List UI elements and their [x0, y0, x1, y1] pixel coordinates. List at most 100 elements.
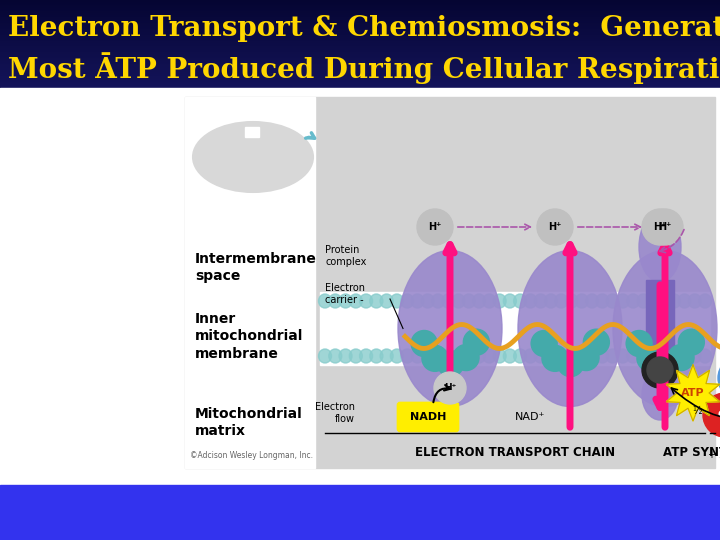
Text: Most ĀTP Produced During Cellular Respiration: Most ĀTP Produced During Cellular Respir…: [8, 52, 720, 84]
Ellipse shape: [329, 349, 342, 363]
Ellipse shape: [370, 349, 383, 363]
Text: Electron
carrier -: Electron carrier -: [325, 283, 365, 305]
Text: NAD⁺: NAD⁺: [515, 412, 545, 422]
Text: Protein
complex: Protein complex: [325, 245, 366, 267]
Circle shape: [531, 330, 557, 356]
Circle shape: [542, 346, 568, 372]
Circle shape: [626, 330, 652, 356]
Ellipse shape: [431, 294, 444, 308]
Ellipse shape: [637, 294, 650, 308]
Ellipse shape: [359, 349, 372, 363]
Circle shape: [417, 209, 453, 245]
Ellipse shape: [534, 349, 547, 363]
Ellipse shape: [493, 349, 506, 363]
Ellipse shape: [339, 294, 352, 308]
Ellipse shape: [411, 349, 424, 363]
Text: ATP SYNTHASE: ATP SYNTHASE: [662, 447, 720, 460]
Text: Mitochondrial
matrix: Mitochondrial matrix: [195, 407, 302, 438]
Ellipse shape: [657, 294, 670, 308]
Text: O₂: O₂: [718, 410, 720, 420]
Circle shape: [573, 345, 599, 370]
Ellipse shape: [349, 349, 362, 363]
Ellipse shape: [483, 294, 496, 308]
Circle shape: [642, 209, 678, 245]
Ellipse shape: [452, 349, 465, 363]
Ellipse shape: [534, 294, 547, 308]
Ellipse shape: [318, 294, 331, 308]
Circle shape: [411, 330, 437, 356]
Bar: [185, 97, 715, 468]
Circle shape: [583, 329, 609, 355]
Ellipse shape: [554, 349, 567, 363]
Circle shape: [438, 350, 464, 376]
Text: ATP: ATP: [681, 388, 705, 398]
Text: ELECTRON TRANSPORT CHAIN: ELECTRON TRANSPORT CHAIN: [415, 447, 615, 460]
Circle shape: [668, 345, 694, 370]
Text: Intermembrane
space: Intermembrane space: [195, 252, 317, 284]
Ellipse shape: [370, 294, 383, 308]
Ellipse shape: [513, 349, 526, 363]
Ellipse shape: [688, 349, 701, 363]
FancyBboxPatch shape: [397, 402, 459, 432]
Ellipse shape: [400, 349, 414, 363]
Ellipse shape: [398, 251, 502, 407]
Ellipse shape: [431, 349, 444, 363]
Text: H⁺: H⁺: [653, 222, 667, 232]
Ellipse shape: [585, 294, 598, 308]
Ellipse shape: [442, 294, 455, 308]
Ellipse shape: [585, 349, 598, 363]
Ellipse shape: [411, 294, 424, 308]
Ellipse shape: [678, 349, 691, 363]
Ellipse shape: [606, 349, 619, 363]
Ellipse shape: [657, 349, 670, 363]
Text: H⁺: H⁺: [428, 222, 441, 232]
Circle shape: [637, 346, 663, 372]
Bar: [320, 292, 710, 365]
Ellipse shape: [421, 349, 434, 363]
Ellipse shape: [626, 294, 639, 308]
Ellipse shape: [472, 294, 485, 308]
Ellipse shape: [390, 349, 403, 363]
Circle shape: [422, 346, 448, 372]
Circle shape: [678, 329, 704, 355]
Ellipse shape: [698, 349, 711, 363]
Ellipse shape: [544, 294, 557, 308]
Ellipse shape: [595, 349, 609, 363]
Ellipse shape: [554, 294, 567, 308]
Bar: [646, 280, 674, 365]
Text: + 2 H⁺: + 2 H⁺: [708, 450, 720, 460]
Text: Inner
mitochondrial
membrane: Inner mitochondrial membrane: [195, 312, 303, 361]
Ellipse shape: [193, 122, 313, 192]
Ellipse shape: [575, 294, 588, 308]
Circle shape: [537, 209, 573, 245]
Ellipse shape: [503, 294, 516, 308]
Ellipse shape: [647, 294, 660, 308]
Circle shape: [652, 350, 678, 376]
Text: ½: ½: [692, 406, 702, 416]
Circle shape: [434, 372, 466, 404]
Ellipse shape: [483, 349, 496, 363]
Ellipse shape: [647, 349, 660, 363]
Circle shape: [642, 352, 678, 388]
Circle shape: [464, 329, 490, 355]
Bar: [245, 127, 259, 137]
Ellipse shape: [359, 294, 372, 308]
Polygon shape: [667, 365, 719, 421]
Ellipse shape: [380, 349, 393, 363]
Ellipse shape: [544, 349, 557, 363]
Ellipse shape: [642, 370, 678, 420]
Ellipse shape: [462, 349, 475, 363]
Text: H⁺: H⁺: [658, 222, 672, 232]
Ellipse shape: [678, 294, 691, 308]
Ellipse shape: [452, 294, 465, 308]
Circle shape: [647, 209, 683, 245]
Ellipse shape: [524, 349, 537, 363]
Circle shape: [453, 345, 479, 370]
Ellipse shape: [493, 294, 506, 308]
Ellipse shape: [442, 349, 455, 363]
Ellipse shape: [626, 349, 639, 363]
Circle shape: [718, 356, 720, 400]
Ellipse shape: [575, 349, 588, 363]
Ellipse shape: [380, 294, 393, 308]
Ellipse shape: [565, 349, 578, 363]
